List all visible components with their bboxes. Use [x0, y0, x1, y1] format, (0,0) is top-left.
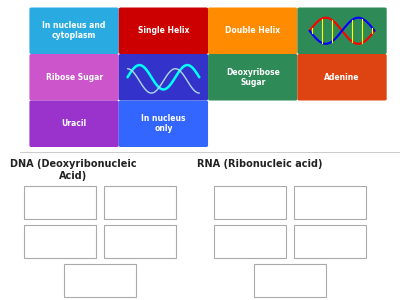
- FancyBboxPatch shape: [208, 8, 297, 54]
- Text: Adenine: Adenine: [324, 73, 360, 82]
- Text: RNA (Ribonucleic acid): RNA (Ribonucleic acid): [197, 159, 322, 169]
- Text: Deoxyribose
Sugar: Deoxyribose Sugar: [226, 68, 280, 87]
- Bar: [214, 186, 286, 219]
- Bar: [20, 152, 400, 153]
- Text: DNA (Deoxyribonucleic
Acid): DNA (Deoxyribonucleic Acid): [10, 159, 136, 181]
- Bar: [294, 186, 366, 219]
- FancyBboxPatch shape: [119, 54, 208, 100]
- Bar: [24, 225, 96, 258]
- FancyBboxPatch shape: [30, 54, 119, 100]
- Text: In nucleus and
cytoplasm: In nucleus and cytoplasm: [42, 21, 106, 40]
- Bar: [104, 225, 176, 258]
- Text: Single Helix: Single Helix: [138, 26, 189, 35]
- Bar: [24, 186, 96, 219]
- FancyBboxPatch shape: [208, 54, 297, 100]
- Bar: [254, 264, 326, 297]
- Text: Uracil: Uracil: [62, 119, 87, 128]
- FancyBboxPatch shape: [119, 100, 208, 147]
- Text: Double Helix: Double Helix: [225, 26, 280, 35]
- FancyBboxPatch shape: [297, 8, 387, 54]
- FancyBboxPatch shape: [119, 8, 208, 54]
- Bar: [214, 225, 286, 258]
- Text: In nucleus
only: In nucleus only: [141, 114, 186, 134]
- Bar: [64, 264, 136, 297]
- Bar: [104, 186, 176, 219]
- FancyBboxPatch shape: [30, 100, 119, 147]
- FancyBboxPatch shape: [30, 8, 119, 54]
- FancyBboxPatch shape: [297, 54, 387, 100]
- Bar: [294, 225, 366, 258]
- Text: Ribose Sugar: Ribose Sugar: [46, 73, 103, 82]
